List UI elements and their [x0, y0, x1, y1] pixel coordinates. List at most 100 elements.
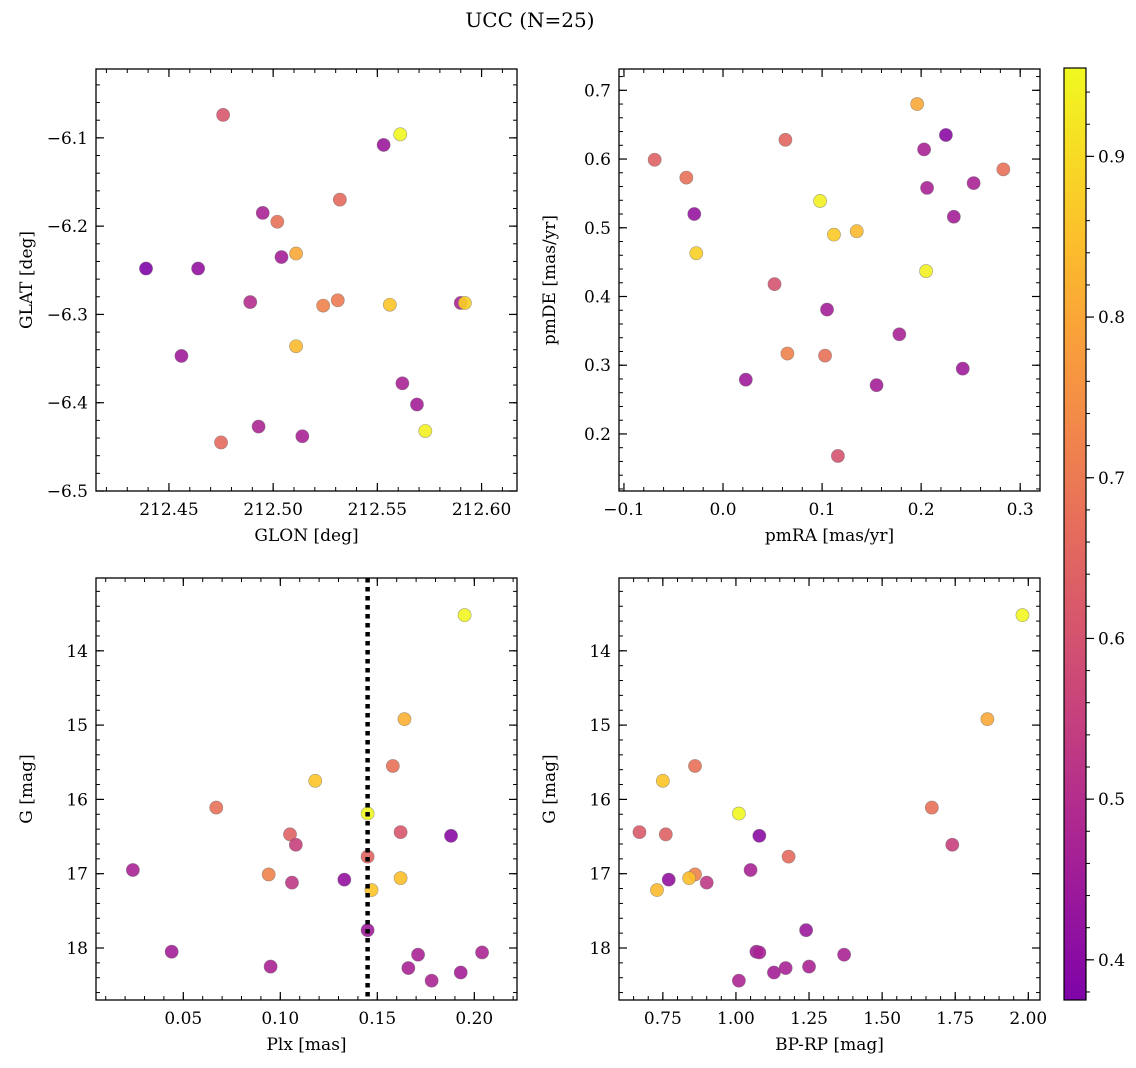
x-tick-label: 0.0: [709, 500, 736, 520]
colorbar: 0.4 0.5 0.6 0.7 0.8 0.9: [1063, 67, 1125, 1001]
scatter-point: [243, 295, 258, 309]
scatter-point: [849, 224, 864, 239]
x-tick-label: 212.60: [452, 500, 511, 520]
scatter-point: [632, 825, 647, 839]
x-axis-label: pmRA [mas/yr]: [765, 526, 894, 546]
scatter-point: [164, 944, 179, 959]
x-tick-label: 0.10: [261, 1009, 299, 1029]
x-axis-label: BP-RP [mag]: [775, 1035, 884, 1055]
x-tick-label: 2.00: [1009, 1009, 1047, 1029]
scatter-point: [980, 712, 995, 727]
minor-ticks: [619, 69, 1041, 491]
scatter-point: [337, 872, 352, 887]
scatter-point: [1015, 608, 1030, 623]
scatter-point: [699, 875, 714, 890]
scatter-point: [966, 176, 981, 190]
scatter-point: [919, 264, 933, 278]
scatter-point: [209, 800, 224, 815]
y-tick-label: 0.5: [584, 219, 611, 239]
plot-frame: [618, 68, 1041, 492]
x-tick-label: 0.05: [164, 1009, 202, 1029]
scatter-points: [632, 608, 1030, 988]
y-tick-label: 0.2: [584, 425, 611, 445]
scatter-point: [444, 828, 458, 843]
y-tick-label: 16: [589, 790, 611, 810]
x-tick-label: 212.55: [348, 500, 407, 520]
scatter-point: [650, 883, 664, 897]
x-tick-label: −0.1: [603, 500, 644, 520]
y-tick-label: 15: [66, 716, 88, 736]
x-tick-label: 0.2: [908, 500, 935, 520]
scatter-point: [767, 277, 782, 292]
scatter-point: [289, 246, 303, 261]
scatter-point: [738, 372, 753, 387]
colorbar-gradient: [1064, 68, 1086, 1000]
x-axis-label: Plx [mas]: [266, 1035, 346, 1055]
scatter-points: [139, 108, 472, 450]
panel-glon-glat: 212.45 212.50 212.55 212.60 −6.5 −6.4 −6.3 −6.2…: [17, 68, 518, 546]
y-tick-label: −6.1: [47, 129, 88, 149]
y-tick-label: −6.4: [47, 394, 88, 414]
scatter-point: [802, 959, 816, 974]
scatter-point: [818, 348, 832, 363]
x-tick-label: 1.00: [717, 1009, 755, 1029]
scatter-point: [395, 376, 410, 391]
scatter-point: [139, 261, 153, 276]
x-tick-label: 0.15: [358, 1009, 396, 1029]
scatter-point: [743, 863, 758, 877]
scatter-point: [869, 378, 884, 393]
scatter-point: [946, 209, 961, 224]
plot-frame: [95, 68, 518, 492]
figure-title: UCC (N=25): [465, 8, 594, 32]
scatter-point: [780, 346, 795, 361]
x-tick-label: 212.50: [243, 500, 302, 520]
scatter-point: [731, 806, 746, 821]
panel-plx-g: 0.05 0.10 0.15 0.20 14 15 16 17 18 Plx [mas] G [ma…: [17, 577, 518, 1055]
panel-pmra-pmde: −0.1 0.0 0.1 0.2 0.3 0.2 0.3 0.4 0.5 0.6 0.7 pmRA […: [540, 68, 1041, 546]
scatter-point: [945, 837, 960, 852]
scatter-point: [393, 871, 408, 886]
scatter-point: [910, 97, 925, 111]
scatter-point: [688, 759, 702, 773]
colorbar-tick-label: 0.7: [1098, 469, 1125, 489]
y-tick-label: −6.2: [47, 217, 88, 237]
scatter-point: [457, 608, 472, 623]
scatter-point: [892, 327, 907, 342]
scatter-point: [216, 108, 231, 122]
scatter-point: [687, 207, 702, 221]
y-axis-label: GLAT [deg]: [17, 231, 37, 329]
scatter-point: [778, 132, 793, 147]
y-tick-label: 0.6: [584, 150, 611, 170]
scatter-point: [411, 947, 425, 962]
scatter-point: [837, 947, 852, 962]
scatter-point: [924, 800, 939, 815]
scatter-point: [255, 206, 270, 220]
scatter-point: [410, 397, 424, 412]
x-tick-label: 0.1: [809, 500, 836, 520]
colorbar-tick-label: 0.6: [1098, 629, 1125, 649]
y-tick-label: 18: [589, 939, 611, 959]
y-axis-label: G [mag]: [17, 754, 37, 823]
y-tick-label: 0.7: [584, 81, 611, 101]
scatter-point: [393, 127, 408, 142]
scatter-point: [920, 181, 934, 195]
y-axis-label: G [mag]: [540, 754, 560, 823]
scatter-point: [778, 961, 793, 975]
scatter-point: [285, 875, 299, 890]
scatter-points: [647, 97, 1011, 463]
scatter-point: [752, 945, 767, 960]
scatter-point: [767, 965, 781, 980]
y-tick-label: 16: [66, 790, 88, 810]
scatter-point: [731, 973, 746, 988]
x-tick-label: 1.75: [936, 1009, 974, 1029]
x-tick-label: 0.20: [455, 1009, 493, 1029]
y-tick-label: 18: [66, 939, 88, 959]
scatter-point: [125, 863, 140, 877]
scatter-point: [316, 298, 331, 313]
scatter-point: [813, 194, 827, 208]
scatter-point: [295, 429, 310, 444]
colorbar-tick-label: 0.9: [1098, 147, 1125, 167]
scatter-point: [955, 361, 970, 376]
scatter-point: [655, 773, 670, 788]
scatter-point: [917, 142, 932, 157]
